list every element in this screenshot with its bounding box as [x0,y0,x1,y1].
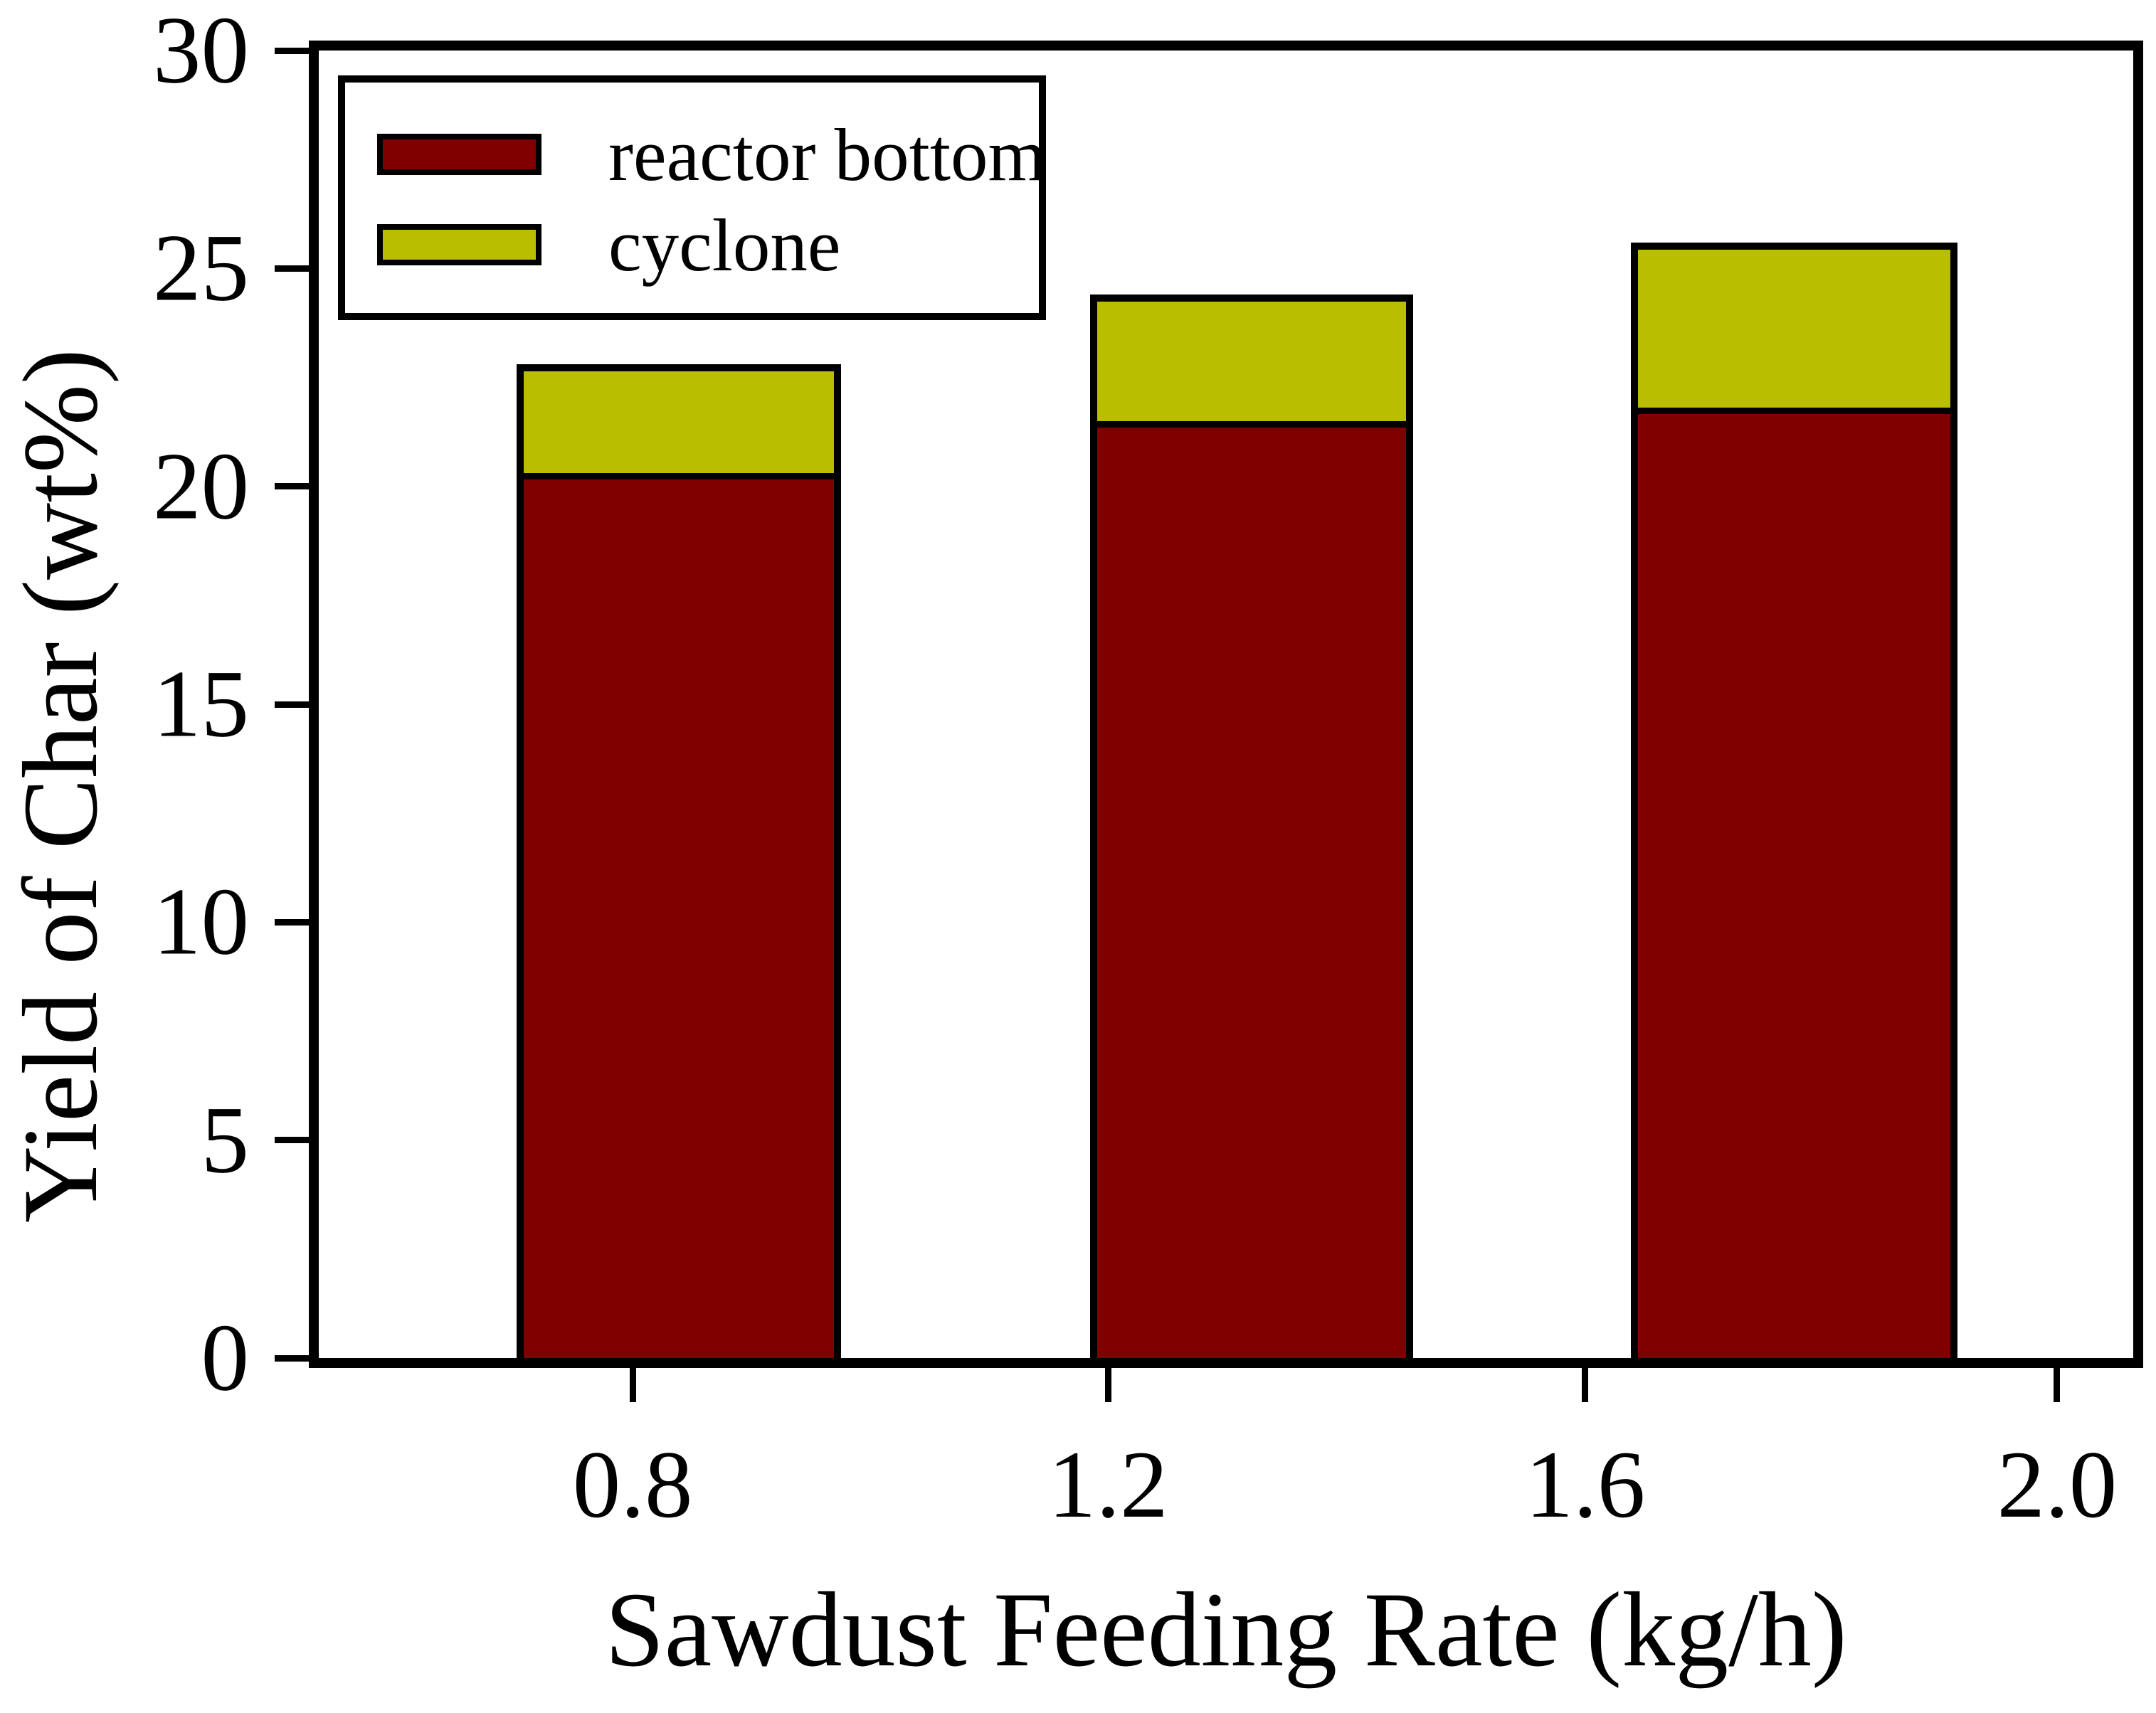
y-tick-label: 30 [153,0,249,104]
legend-swatch-cyclone [377,224,541,265]
y-tick-label: 5 [201,1087,250,1194]
y-tick-label: 10 [153,869,249,975]
legend-label-reactor-bottom: reactor bottom [608,112,1047,196]
y-tick-mark [275,1354,309,1362]
x-tick-mark [1582,1368,1589,1402]
bar-stack [1630,242,1957,1358]
y-axis-title: Yield of Char (wt%) [1,349,120,1224]
legend-label-cyclone: cyclone [608,203,841,287]
bar-segment-cyclone [523,371,835,480]
y-tick-mark [275,47,309,54]
y-tick-label: 0 [201,1305,250,1411]
bar-segment-reactor-bottom [523,479,835,1358]
x-tick-label: 1.2 [1047,1432,1168,1538]
bar-stack [1089,295,1413,1358]
y-tick-label: 20 [153,433,249,540]
plot-area: reactor bottom cyclone [309,41,2143,1368]
y-tick-mark [275,483,309,490]
bar-segment-cyclone [1097,302,1406,428]
y-tick-mark [275,701,309,708]
x-tick-mark [1104,1368,1111,1402]
y-tick-mark [275,1137,309,1144]
legend-entry-reactor-bottom: reactor bottom [377,117,1046,192]
legend-swatch-reactor-bottom [377,134,541,175]
bar-segment-cyclone [1637,249,1950,414]
x-tick-mark [2054,1368,2061,1402]
bar-segment-reactor-bottom [1097,427,1406,1358]
x-tick-label: 2.0 [1997,1432,2118,1538]
y-tick-mark [275,918,309,926]
y-tick-label: 25 [153,215,249,322]
x-tick-label: 0.8 [572,1432,693,1538]
bar-stack [516,364,842,1358]
y-tick-mark [275,265,309,272]
legend-entry-cyclone: cyclone [377,208,840,282]
x-axis-title: Sawdust Feeding Rate (kg/h) [605,1571,1847,1689]
x-tick-mark [629,1368,636,1402]
y-tick-label: 15 [153,651,249,758]
bar-segment-reactor-bottom [1637,413,1950,1358]
legend: reactor bottom cyclone [338,75,1046,320]
x-tick-label: 1.6 [1525,1432,1646,1538]
